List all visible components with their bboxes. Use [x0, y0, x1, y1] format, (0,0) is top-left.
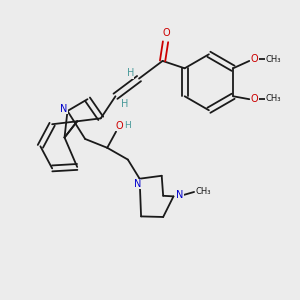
Text: N: N [134, 179, 141, 189]
Text: O: O [116, 121, 123, 131]
Text: O: O [251, 94, 258, 103]
Text: O: O [162, 28, 170, 38]
Text: CH₃: CH₃ [266, 94, 281, 103]
Text: CH₃: CH₃ [266, 55, 281, 64]
Text: CH₃: CH₃ [195, 187, 211, 196]
Text: N: N [60, 103, 68, 114]
Text: O: O [251, 55, 258, 64]
Text: N: N [176, 190, 183, 200]
Text: H: H [121, 99, 128, 109]
Text: H: H [127, 68, 134, 78]
Text: H: H [124, 121, 131, 130]
